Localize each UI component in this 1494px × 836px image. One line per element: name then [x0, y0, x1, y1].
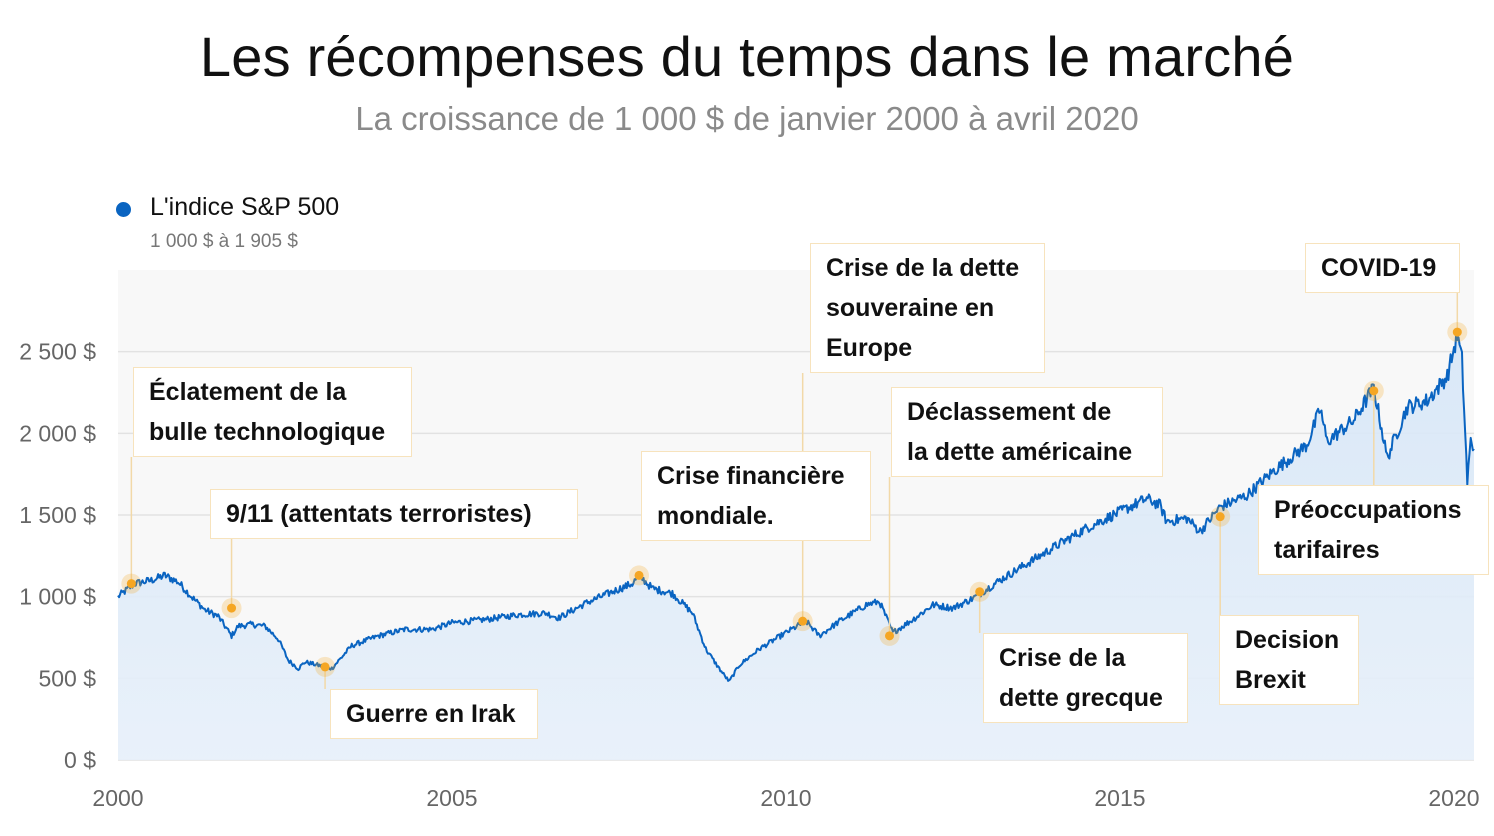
- y-tick-label: 0 $: [64, 747, 96, 773]
- y-tick-label: 1 500 $: [19, 502, 96, 528]
- annotation-label: COVID-19: [1305, 243, 1460, 293]
- annotation-marker: [634, 570, 644, 580]
- annotation-marker: [798, 616, 808, 626]
- annotation-marker: [975, 587, 985, 597]
- annotation-label: Préoccupations tarifaires: [1258, 485, 1489, 575]
- series-line: [117, 331, 1475, 682]
- legend-range: 1 000 $ à 1 905 $: [150, 231, 298, 252]
- annotation-marker: [320, 662, 330, 672]
- annotation-marker: [1452, 327, 1462, 337]
- x-tick-label: 2010: [760, 785, 811, 811]
- annotation-label: Crise financière mondiale.: [641, 451, 871, 541]
- annotation-marker: [885, 631, 895, 641]
- annotation-label: 9/11 (attentats terroristes): [210, 489, 578, 539]
- chart-title: Les récompenses du temps dans le marché: [199, 25, 1295, 88]
- legend-series-name: L'indice S&P 500: [150, 193, 340, 221]
- x-tick-label: 2020: [1428, 785, 1479, 811]
- annotation-marker: [126, 579, 136, 589]
- y-tick-label: 500 $: [38, 665, 96, 691]
- annotation-marker: [227, 603, 237, 613]
- x-tick-label: 2000: [92, 785, 143, 811]
- y-tick-label: 2 000 $: [19, 420, 96, 446]
- y-tick-label: 2 500 $: [19, 339, 96, 365]
- annotation-label: Guerre en Irak: [330, 689, 538, 739]
- y-tick-label: 1 000 $: [19, 584, 96, 610]
- annotation-label: Decision Brexit: [1219, 615, 1359, 705]
- x-tick-label: 2005: [426, 785, 477, 811]
- annotation-label: Déclassement de la dette américaine: [891, 387, 1163, 477]
- chart-subtitle: La croissance de 1 000 $ de janvier 2000…: [355, 100, 1139, 137]
- annotation-marker: [1369, 386, 1379, 396]
- annotation-label: Éclatement de la bulle technologique: [133, 367, 412, 457]
- x-tick-label: 2015: [1094, 785, 1145, 811]
- annotation-label: Crise de la dette grecque: [983, 633, 1188, 723]
- annotation-label: Crise de la dette souveraine en Europe: [810, 243, 1045, 373]
- annotation-marker: [1215, 512, 1225, 522]
- legend-dot-icon: [116, 202, 131, 217]
